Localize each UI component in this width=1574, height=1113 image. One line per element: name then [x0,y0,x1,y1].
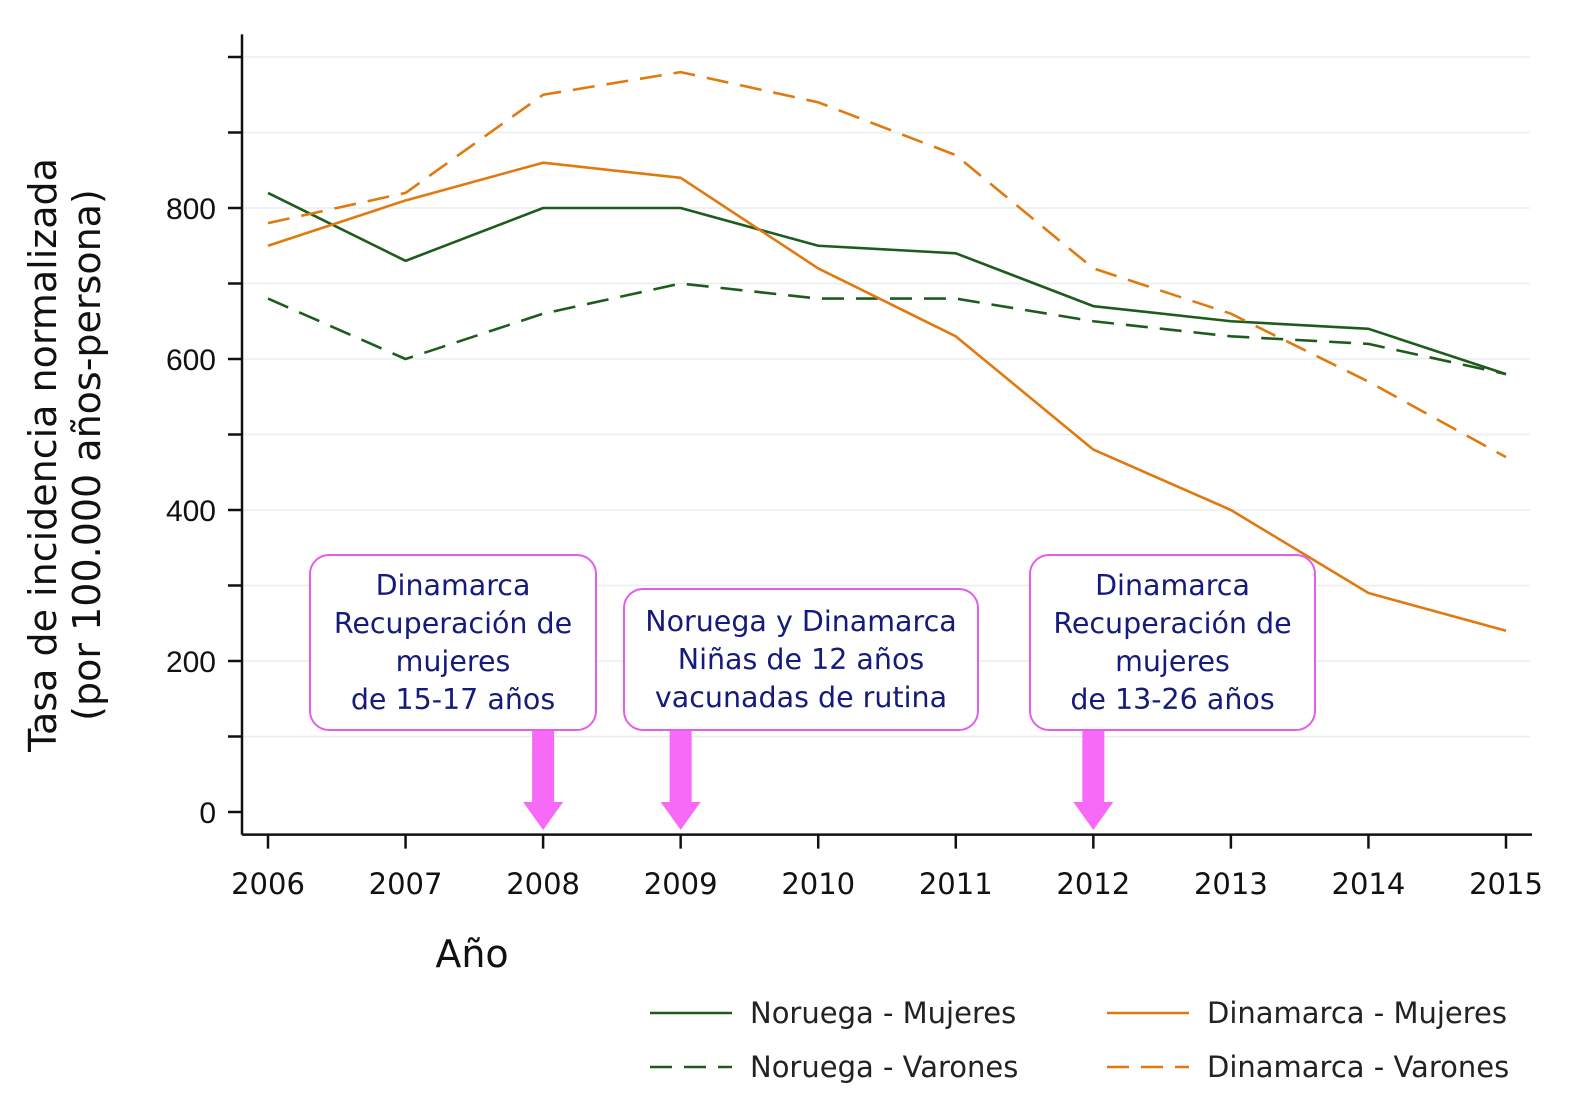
x-tick-label: 2014 [1332,867,1406,901]
x-tick-label: 2007 [369,867,443,901]
x-tick-label: 2010 [781,867,855,901]
y-tick-label: 200 [166,646,216,679]
annotation-text-line: mujeres [1115,644,1230,678]
annotation-arrow-head [1073,802,1114,830]
axes: 0 200 400 600 800 2006 2007 2008 2009 2010 2011 201… [21,34,1543,976]
series-line-noruega-varones [267,282,1507,376]
annotation-arrow-head [523,802,564,830]
annotation-text-line: Dinamarca [1095,568,1250,602]
x-tick-label: 2013 [1194,867,1268,901]
annotation-text-line: de 15-17 años [350,682,556,716]
annotation-box: Dinamarca Recuperación de mujeres de 15-17 … [309,554,597,731]
legend-label: Noruega - Varones [750,1050,1018,1084]
annotation-text-line: Recuperación de [1053,606,1292,640]
y-tick-label: 400 [166,495,216,528]
annotation-arrow-shaft [1082,730,1105,803]
series-lines [267,70,1507,633]
legend-label: Dinamarca - Mujeres [1207,996,1507,1030]
y-axis-title: Tasa de incidencia normalizada(por 100.0… [21,158,109,753]
annotation-text-line: vacunadas de rutina [654,680,948,714]
y-axis-title-line: Tasa de incidencia normalizada [21,158,65,753]
annotation-arrows [523,730,1114,830]
legend: Noruega - Mujeres Noruega - Varones Dinama… [650,996,1509,1084]
x-axis-title: Año [435,932,508,976]
x-tick-label: 2015 [1469,867,1543,901]
legend-label: Dinamarca - Varones [1207,1050,1509,1084]
annotation-text-line: Dinamarca [375,568,531,602]
legend-label: Noruega - Mujeres [750,996,1016,1030]
annotation-text-line: Niñas de 12 años [677,642,925,676]
y-tick-label: 800 [166,193,216,226]
y-axis-title-line: (por 100.000 años-persona) [65,189,109,721]
annotation-arrow-shaft [669,730,692,803]
annotation-arrow-head [660,802,701,830]
annotation-arrow-shaft [532,730,555,803]
y-tick-label: 0 [199,797,216,830]
x-tick-label: 2008 [506,867,580,901]
series-line-dinamarca-varones [267,70,1507,459]
x-tick-label: 2006 [231,867,305,901]
x-tick-label: 2011 [919,867,993,901]
y-tick-label: 600 [166,344,216,377]
annotation-box: Noruega y Dinamarca Niñas de 12 años vacun… [623,588,979,731]
annotation-text-line: Noruega y Dinamarca [645,604,957,638]
annotation-text-line: de 13-26 años [1070,682,1275,716]
series-line-dinamarca-mujeres [267,161,1507,633]
x-tick-label: 2009 [644,867,718,901]
series-line-noruega-mujeres [267,191,1507,376]
x-tick-label: 2012 [1056,867,1130,901]
annotation-text-line: mujeres [395,644,511,678]
annotation-text-line: Recuperación de [333,606,573,640]
annotation-box: Dinamarca Recuperación de mujeres de 13-26 … [1029,554,1316,731]
